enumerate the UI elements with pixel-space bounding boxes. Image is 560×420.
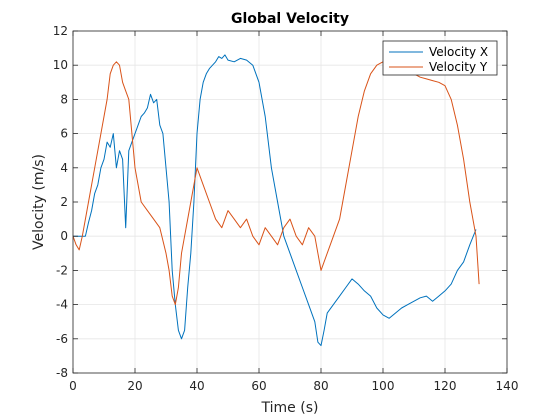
x-tick-label: 100 — [372, 379, 395, 393]
y-axis-label: Velocity (m/s) — [31, 154, 47, 250]
legend-entry: Velocity X — [429, 45, 488, 59]
x-tick-label: 40 — [189, 379, 204, 393]
y-tick-label: -8 — [56, 366, 68, 380]
x-tick-label: 80 — [313, 379, 328, 393]
series-line-velocity-x — [73, 54, 477, 347]
x-tick-label: 20 — [127, 379, 142, 393]
tick-labels: 0 20 40 60 80 100 120 140 -8 -6 -4 -2 0 2 4 6 8 10 12 — [53, 24, 519, 393]
chart-title: Global Velocity — [231, 11, 349, 27]
y-tick-label: -4 — [56, 298, 68, 312]
x-tick-label: 140 — [496, 379, 519, 393]
x-tick-label: 0 — [69, 379, 77, 393]
y-tick-label: 10 — [53, 58, 68, 72]
x-tick-label: 60 — [251, 379, 266, 393]
y-tick-label: 6 — [60, 127, 68, 141]
legend-entry: Velocity Y — [429, 60, 488, 74]
y-tick-label: -6 — [56, 332, 68, 346]
y-tick-label: 12 — [53, 24, 68, 38]
y-tick-label: 8 — [60, 92, 68, 106]
y-tick-label: 0 — [60, 229, 68, 243]
x-tick-label: 120 — [434, 379, 457, 393]
tick-marks — [72, 30, 508, 374]
x-axis-label: Time (s) — [261, 400, 319, 416]
y-tick-label: 4 — [60, 161, 68, 175]
legend-box — [382, 40, 498, 76]
y-tick-label: -2 — [56, 263, 68, 277]
y-tick-label: 2 — [60, 195, 68, 209]
